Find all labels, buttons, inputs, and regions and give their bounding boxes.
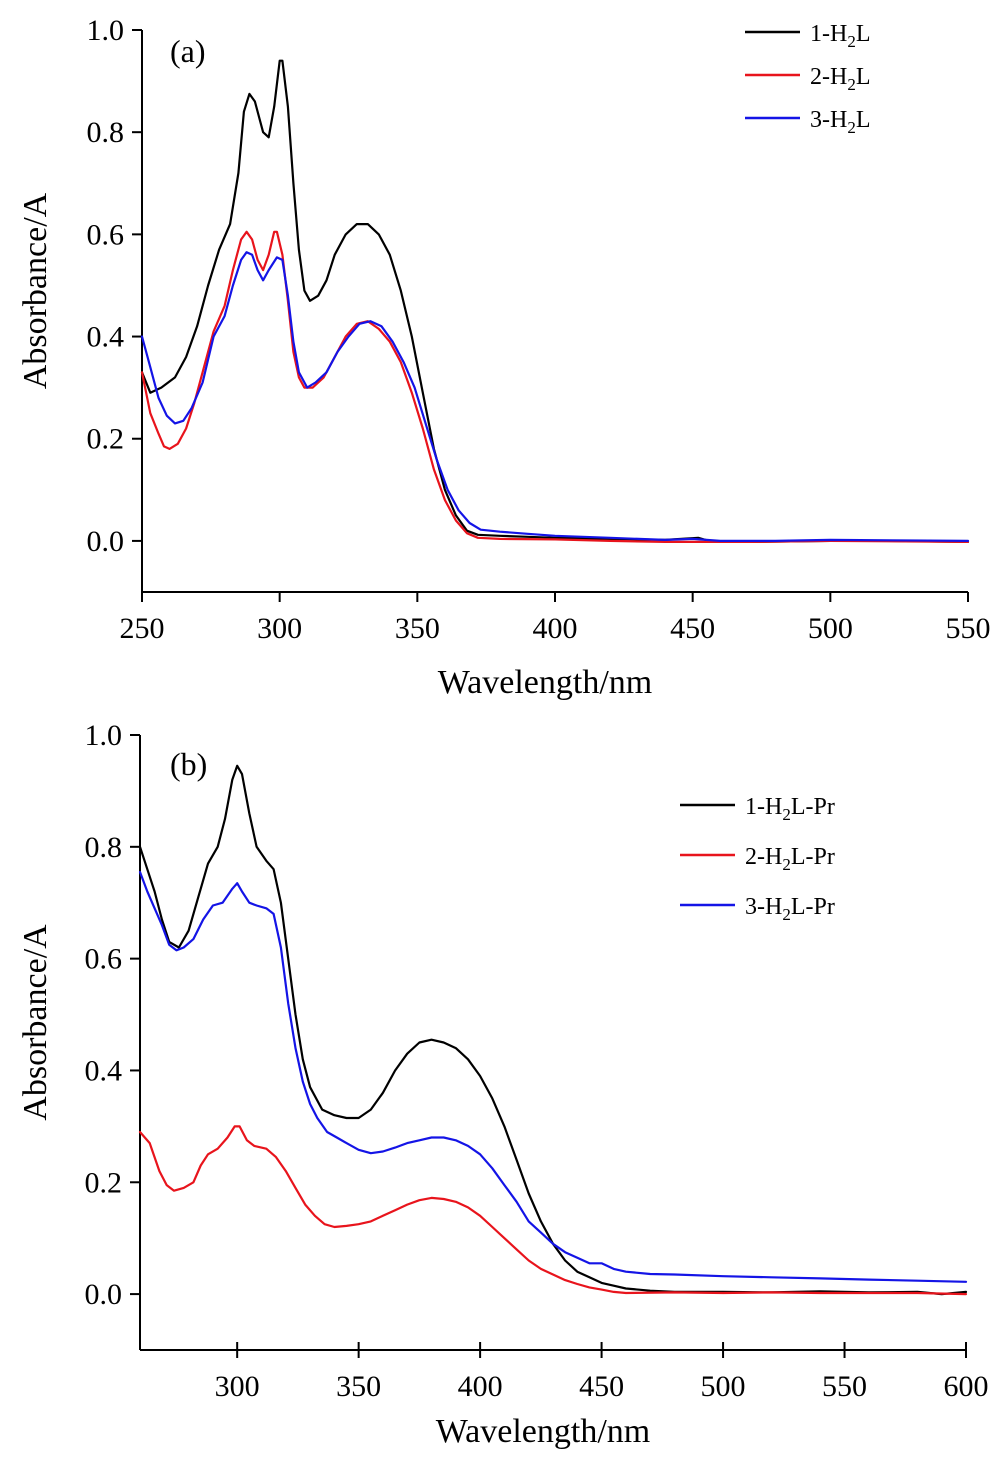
x-tick-label: 550 [822, 1370, 867, 1403]
y-tick-label: 1.0 [87, 14, 125, 47]
legend-suffix: L [856, 107, 871, 133]
series-line-2 [138, 1125, 968, 1296]
legend-label: 2-H2L [810, 64, 871, 94]
series-line-3 [140, 251, 970, 542]
legend-label: 2-H2L-Pr [745, 844, 835, 874]
x-tick-label: 400 [458, 1370, 503, 1403]
x-tick-label: 350 [336, 1370, 381, 1403]
x-tick-label: 550 [946, 612, 991, 645]
panel-label: (b) [170, 746, 207, 782]
legend-suffix: L-Pr [791, 894, 835, 920]
series-line-2 [140, 230, 970, 543]
panel-label: (a) [170, 33, 206, 69]
y-tick-label: 0.0 [85, 1278, 123, 1311]
y-tick-label: 0.0 [87, 525, 125, 558]
x-tick-label: 450 [579, 1370, 624, 1403]
panel-b: 0.0 0.2 0.4 0.6 0.8 1.0 300 350 400 450 500 550 600 W… [17, 719, 989, 1450]
legend-suffix: L [856, 64, 871, 90]
legend-suffix: L-Pr [791, 794, 835, 820]
y-tick-label: 0.8 [85, 831, 123, 864]
legend-prefix: 2-H [810, 64, 847, 90]
x-tick-label: 600 [944, 1370, 989, 1403]
x-tick-label: 350 [395, 612, 440, 645]
y-tick-label: 0.2 [85, 1166, 123, 1199]
y-tick-label: 0.6 [85, 943, 123, 976]
legend-label: 1-H2L-Pr [745, 794, 835, 824]
legend-suffix: L [856, 21, 871, 47]
legend-subscript: 2 [847, 32, 856, 51]
x-tick-label: 500 [701, 1370, 746, 1403]
series-line-1 [138, 764, 968, 1296]
y-tick-label: 1.0 [85, 719, 123, 752]
legend-subscript: 2 [782, 905, 791, 924]
y-tick-label: 0.6 [87, 218, 125, 251]
series-line-1 [140, 59, 970, 543]
y-tick-label: 0.8 [87, 116, 125, 149]
x-tick-label: 250 [120, 612, 165, 645]
legend-suffix: L-Pr [791, 844, 835, 870]
x-axis-label: Wavelength/nm [436, 1413, 650, 1450]
legend-subscript: 2 [847, 118, 856, 137]
y-axis-label: Absorbance/A [17, 192, 54, 389]
legend-prefix: 2-H [745, 844, 782, 870]
legend-prefix: 3-H [810, 107, 847, 133]
legend-label: 1-H2L [810, 21, 871, 51]
x-tick-label: 300 [257, 612, 302, 645]
legend-subscript: 2 [782, 805, 791, 824]
legend-subscript: 2 [782, 855, 791, 874]
x-axis-label: Wavelength/nm [438, 664, 652, 701]
y-tick-label: 0.4 [85, 1054, 123, 1087]
legend-prefix: 3-H [745, 894, 782, 920]
series-line-3 [138, 870, 968, 1283]
legend-label: 3-H2L-Pr [745, 894, 835, 924]
x-tick-label: 400 [533, 612, 578, 645]
legend-prefix: 1-H [810, 21, 847, 47]
legend-prefix: 1-H [745, 794, 782, 820]
legend-label: 3-H2L [810, 107, 871, 137]
y-axis-label: Absorbance/A [17, 924, 54, 1121]
y-tick-label: 0.4 [87, 321, 125, 354]
x-tick-label: 450 [670, 612, 715, 645]
y-tick-label: 0.2 [87, 423, 125, 456]
legend-subscript: 2 [847, 75, 856, 94]
x-tick-label: 500 [808, 612, 853, 645]
panel-a: 0.0 0.2 0.4 0.6 0.8 1.0 250 300 350 400 450 500 550 W… [17, 14, 991, 701]
x-tick-label: 300 [215, 1370, 260, 1403]
